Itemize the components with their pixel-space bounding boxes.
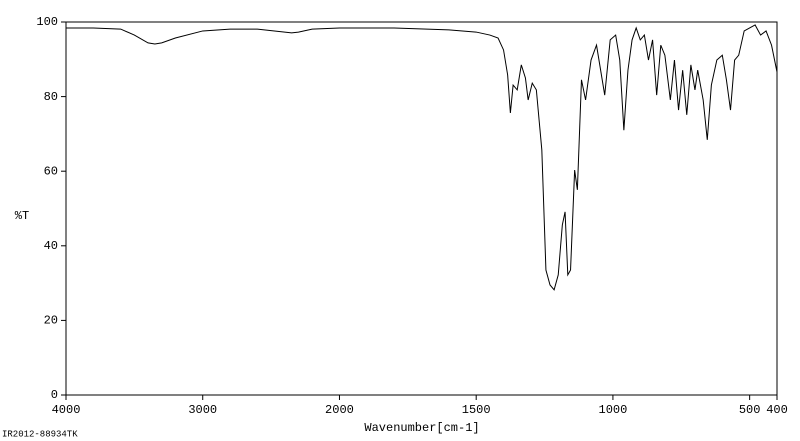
y-tick-label: 100	[36, 15, 58, 29]
x-tick-label: 400	[766, 403, 788, 417]
annotation: IR2012-88934TK	[2, 429, 78, 439]
y-tick-label: 60	[44, 164, 58, 178]
y-tick-label: 40	[44, 239, 58, 253]
x-tick-label: 1000	[599, 403, 628, 417]
y-tick-label: 80	[44, 90, 58, 104]
y-tick-label: 20	[44, 314, 58, 328]
plot-frame	[65, 21, 778, 396]
y-axis-label: %T	[15, 209, 29, 223]
x-tick-label: 3000	[188, 403, 217, 417]
x-tick-label: 2000	[325, 403, 354, 417]
x-axis-label: Wavenumber[cm-1]	[364, 421, 479, 435]
x-tick-label: 4000	[52, 403, 81, 417]
x-tick-label: 1500	[462, 403, 491, 417]
spectrum-line	[66, 24, 778, 291]
x-tick-label: 500	[739, 403, 761, 417]
y-tick-label: 0	[51, 388, 58, 402]
